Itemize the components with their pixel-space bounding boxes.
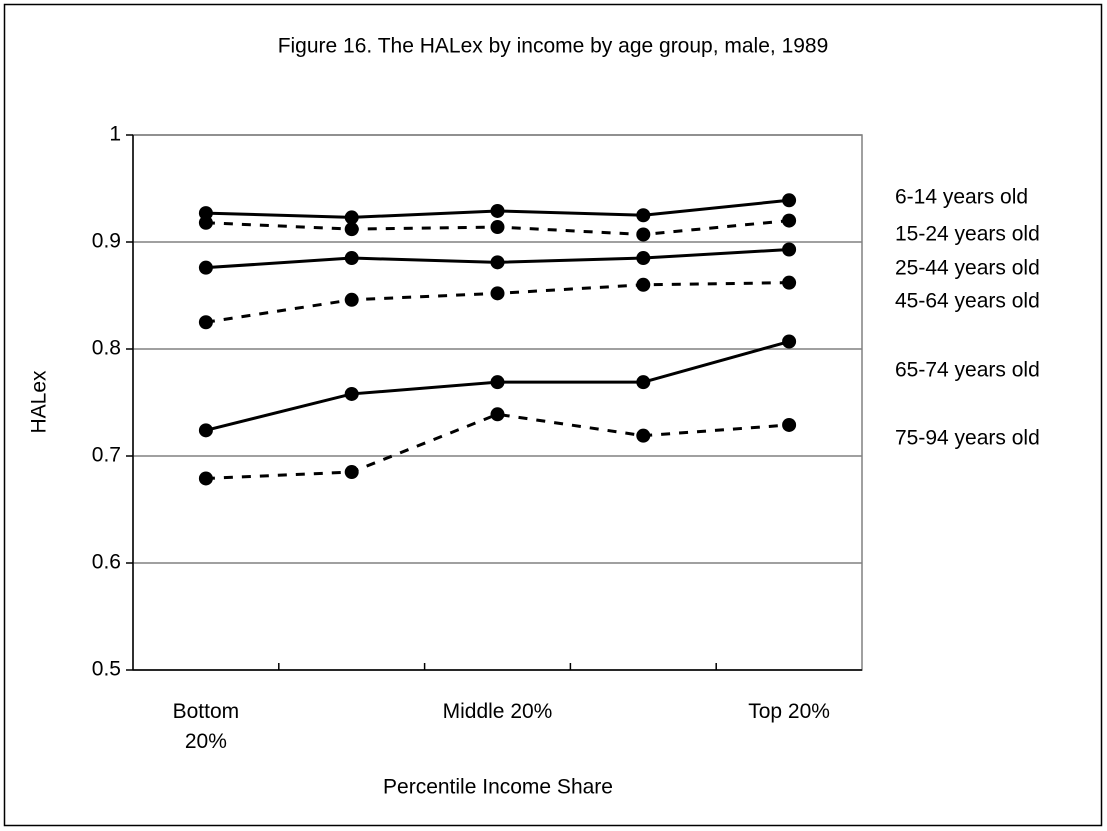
data-point xyxy=(198,315,213,330)
legend-label: 45-64 years old xyxy=(895,290,1040,313)
data-point xyxy=(636,251,651,266)
series-line xyxy=(205,412,790,480)
data-point xyxy=(344,386,359,401)
data-point xyxy=(782,334,797,349)
data-point xyxy=(636,227,651,242)
x-tick-label: Top 20% xyxy=(748,700,830,723)
data-point xyxy=(490,220,505,235)
data-point xyxy=(344,251,359,266)
data-point xyxy=(490,375,505,390)
y-tick-label: 0.8 xyxy=(92,337,121,360)
data-point xyxy=(490,203,505,218)
data-point xyxy=(344,210,359,225)
data-point xyxy=(198,423,213,438)
data-point xyxy=(782,275,797,290)
legend-label: 25-44 years old xyxy=(895,257,1040,280)
data-point xyxy=(198,471,213,486)
x-axis-title: Percentile Income Share xyxy=(383,776,613,799)
data-point xyxy=(636,277,651,292)
data-point xyxy=(782,193,797,208)
x-tick-label: Middle 20% xyxy=(442,700,553,723)
chart-title: Figure 16. The HALex by income by age gr… xyxy=(278,35,829,58)
legend-label: 65-74 years old xyxy=(895,359,1040,382)
data-point xyxy=(636,208,651,223)
data-point xyxy=(344,465,359,480)
data-point xyxy=(636,428,651,443)
data-point xyxy=(344,222,359,237)
y-tick-label: 0.5 xyxy=(92,658,121,681)
y-axis-title: HALex xyxy=(28,370,51,434)
data-point xyxy=(782,242,797,257)
data-point xyxy=(344,292,359,307)
data-point xyxy=(782,417,797,432)
x-tick-label: Bottom 20% xyxy=(172,700,240,753)
data-point xyxy=(490,286,505,301)
legend-label: 15-24 years old xyxy=(895,223,1040,246)
legend-label: 75-94 years old xyxy=(895,427,1040,450)
data-point xyxy=(490,407,505,422)
legend-label: 6-14 years old xyxy=(895,186,1028,209)
y-tick-label: 0.9 xyxy=(92,230,121,253)
data-point xyxy=(198,260,213,275)
data-point xyxy=(782,213,797,228)
data-point xyxy=(636,375,651,390)
data-point xyxy=(490,255,505,270)
y-tick-label: 0.6 xyxy=(92,551,121,574)
y-tick-label: 0.7 xyxy=(92,444,121,467)
data-point xyxy=(198,215,213,230)
data-point xyxy=(198,206,213,221)
y-tick-label: 1 xyxy=(109,123,121,146)
